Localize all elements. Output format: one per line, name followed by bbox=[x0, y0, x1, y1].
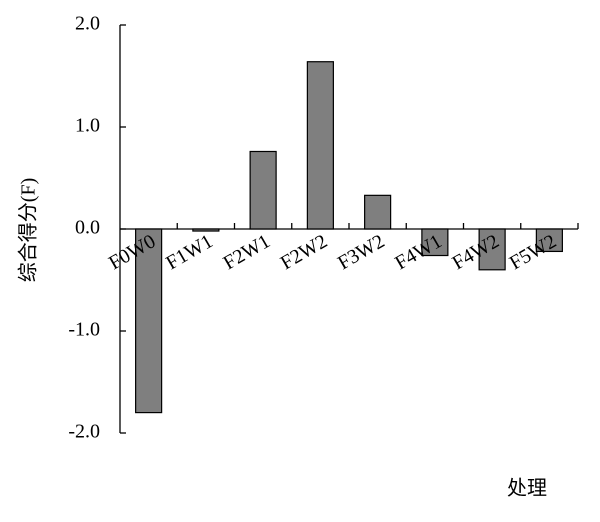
x-tick-label: F3W2 bbox=[334, 230, 388, 274]
y-axis-title: 综合得分(F) bbox=[17, 178, 40, 282]
y-tick-label: 0.0 bbox=[75, 217, 100, 239]
y-tick-label: 1.0 bbox=[75, 115, 100, 137]
bar bbox=[306, 61, 334, 230]
y-tick-label: -2.0 bbox=[68, 421, 100, 443]
bar bbox=[135, 228, 163, 414]
y-tick-label: -1.0 bbox=[68, 319, 100, 341]
x-tick-label: F5W2 bbox=[506, 230, 560, 274]
x-tick-label: F1W1 bbox=[162, 230, 216, 274]
bar bbox=[535, 228, 563, 253]
y-tick-label: 2.0 bbox=[75, 13, 100, 35]
bar bbox=[192, 228, 220, 232]
x-tick-label: F2W1 bbox=[220, 230, 274, 274]
x-tick-label: F4W1 bbox=[391, 230, 445, 274]
x-tick-label: F2W2 bbox=[277, 230, 331, 274]
bar bbox=[249, 150, 277, 230]
bar bbox=[478, 228, 506, 271]
bar bbox=[421, 228, 449, 257]
x-axis-title: 处理 bbox=[507, 477, 547, 500]
bar bbox=[364, 194, 392, 230]
